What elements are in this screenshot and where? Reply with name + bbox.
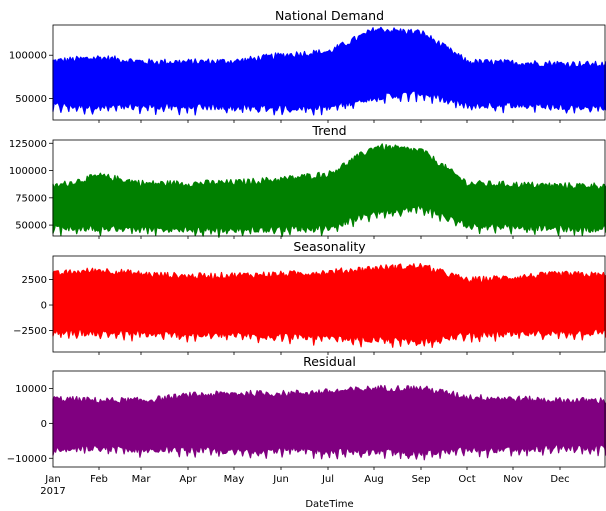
xtick-label-jan: Jan [44, 474, 60, 485]
residual-ytick-label: −10000 [7, 454, 47, 465]
national-demand-title: National Demand [275, 8, 384, 23]
residual-title: Residual [303, 354, 356, 369]
xtick-label-jul: Jul [321, 474, 334, 485]
seasonality-frame [52, 255, 606, 353]
trend-title: Trend [311, 123, 346, 138]
trend-panel: Trend 50000 75000 100000 125000 [9, 123, 606, 239]
national-demand-panel: National Demand 50000 100000 [9, 8, 606, 123]
seasonality-title: Seasonality [293, 239, 366, 254]
xtick-label-nov: Nov [503, 474, 523, 485]
residual-frame [52, 370, 606, 468]
residual-series [52, 384, 606, 461]
xtick-label-feb: Feb [90, 474, 108, 485]
trend-ytick-label: 50000 [15, 221, 47, 232]
seasonality-panel: Seasonality −2500 0 2500 [13, 239, 606, 355]
xtick-label-jun: Jun [272, 474, 289, 485]
residual-panel: Residual −10000 0 10000 [7, 354, 606, 470]
seasonality-ytick-label: 2500 [22, 275, 47, 286]
xtick-label-may: May [224, 474, 245, 485]
xtick-label-sep: Sep [412, 474, 431, 485]
xtick-year-label: 2017 [40, 486, 65, 497]
trend-ytick-label: 75000 [15, 193, 47, 204]
xtick-label-oct: Oct [458, 474, 475, 485]
residual-ytick-label: 0 [41, 419, 47, 430]
xtick-label-aug: Aug [364, 474, 384, 485]
trend-ytick-label: 125000 [9, 139, 47, 150]
xtick-label-dec: Dec [550, 474, 569, 485]
seasonality-ytick-label: 0 [41, 301, 47, 312]
trend-ytick-label: 100000 [9, 166, 47, 177]
seasonality-ytick-label: −2500 [13, 326, 47, 337]
trend-series [52, 143, 606, 238]
xtick-label-apr: Apr [179, 474, 197, 485]
national-demand-ytick-label: 50000 [15, 94, 47, 105]
residual-ytick-label: 10000 [15, 384, 47, 395]
x-axis-label: DateTime [305, 499, 353, 510]
trend-frame [52, 139, 606, 237]
national-demand-frame [52, 24, 606, 121]
seasonality-series [52, 263, 606, 348]
national-demand-series [52, 26, 606, 116]
national-demand-ytick-label: 100000 [9, 51, 47, 62]
xtick-label-mar: Mar [132, 474, 152, 485]
